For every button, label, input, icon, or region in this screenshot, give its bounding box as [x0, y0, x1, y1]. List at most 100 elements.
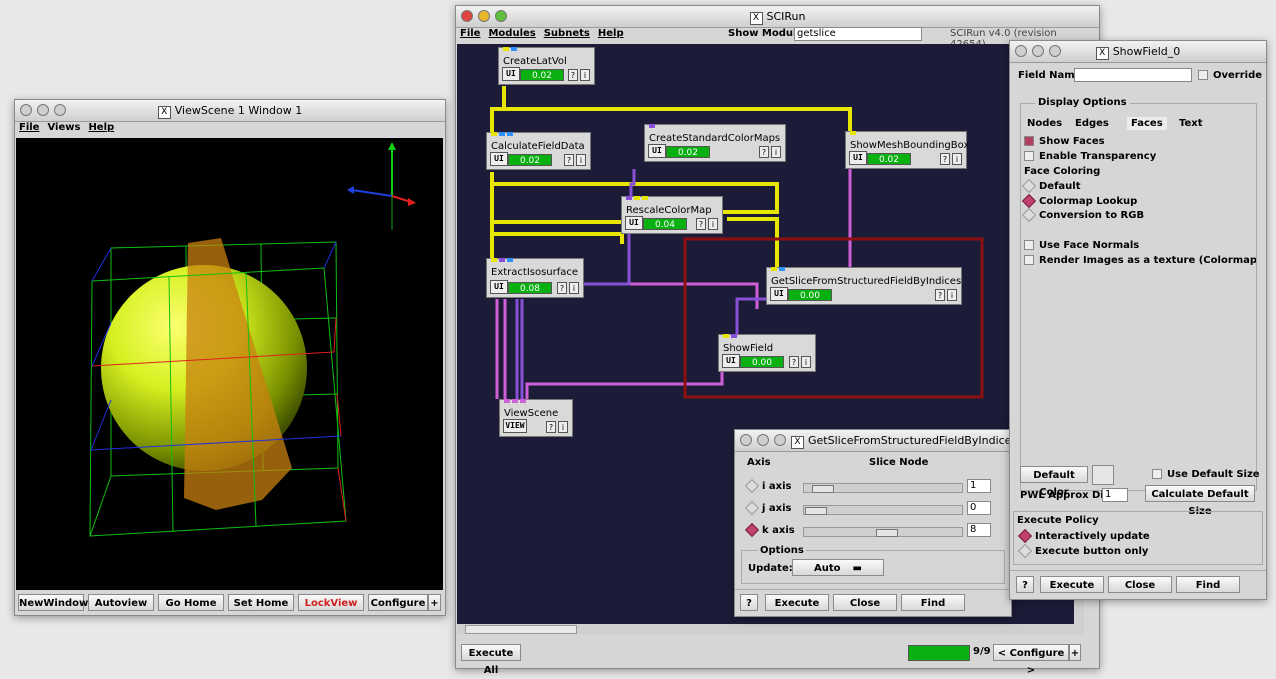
scrollbar-thumb[interactable]: [465, 625, 577, 634]
menu-subnets[interactable]: Subnets: [543, 28, 590, 39]
scirun-titlebar[interactable]: X SCIRun: [456, 6, 1099, 28]
render-images-checkbox[interactable]: Render Images as a texture (Colormap Onl…: [1024, 255, 1256, 266]
module-info-button[interactable]: i: [580, 69, 590, 81]
find-button[interactable]: Find: [1176, 576, 1240, 593]
module-view-scene[interactable]: ViewScene VIEW ? i: [499, 399, 573, 437]
slider-thumb[interactable]: [812, 485, 834, 493]
coloring-colormap-radio[interactable]: Colormap Lookup: [1021, 193, 1137, 209]
slice-value-i[interactable]: 1: [967, 479, 991, 493]
module-info-button[interactable]: i: [952, 153, 962, 165]
show-module-input[interactable]: getslice: [794, 27, 922, 41]
minimize-window-button[interactable]: [1032, 45, 1044, 57]
zoom-window-button[interactable]: [774, 434, 786, 446]
close-button[interactable]: Close: [833, 594, 897, 611]
module-create-standard-color-maps[interactable]: CreateStandardColorMaps UI 0.02 ? i: [644, 124, 786, 162]
menu-file[interactable]: File: [19, 122, 40, 133]
close-window-button[interactable]: [461, 10, 473, 22]
slider-thumb[interactable]: [876, 529, 898, 537]
module-show-mesh-bounding-box[interactable]: ShowMeshBoundingBox UI 0.02 ? i: [845, 131, 969, 169]
configure-button[interactable]: Configure: [368, 594, 428, 611]
tab-faces[interactable]: Faces: [1127, 117, 1167, 130]
render-viewport[interactable]: [16, 138, 443, 590]
viewscene-titlebar[interactable]: X ViewScene 1 Window 1: [15, 100, 445, 122]
minimize-window-button[interactable]: [37, 104, 49, 116]
module-ui-button[interactable]: UI: [849, 151, 867, 165]
module-help-button[interactable]: ?: [568, 69, 578, 81]
use-face-normals-checkbox[interactable]: Use Face Normals: [1024, 240, 1139, 251]
slider-thumb[interactable]: [805, 507, 827, 515]
show-faces-checkbox[interactable]: Show Faces: [1024, 136, 1105, 147]
module-rescale-color-map[interactable]: RescaleColorMap UI 0.04 ? i: [621, 196, 723, 234]
zoom-window-button[interactable]: [54, 104, 66, 116]
axis-radio-i[interactable]: [744, 478, 760, 494]
module-create-lat-vol[interactable]: CreateLatVol UI 0.02 ? i: [498, 47, 595, 85]
module-help-button[interactable]: ?: [759, 146, 769, 158]
coloring-default-radio[interactable]: Default: [1021, 178, 1081, 194]
module-info-button[interactable]: i: [947, 289, 957, 301]
menu-views[interactable]: Views: [47, 122, 81, 133]
close-window-button[interactable]: [1015, 45, 1027, 57]
menu-help[interactable]: Help: [597, 28, 624, 39]
configure-plus-button[interactable]: +: [428, 594, 441, 611]
slice-slider-k[interactable]: [803, 527, 963, 537]
find-button[interactable]: Find: [901, 594, 965, 611]
module-info-button[interactable]: i: [576, 154, 586, 166]
module-ui-button[interactable]: UI: [648, 144, 666, 158]
new-window-button[interactable]: NewWindow: [18, 594, 88, 611]
menu-file[interactable]: File: [460, 28, 481, 39]
pwl-input[interactable]: 1: [1102, 488, 1128, 502]
calculate-default-size-button[interactable]: Calculate Default Size: [1145, 485, 1255, 517]
lock-view-button[interactable]: LockView: [298, 594, 364, 611]
use-default-size-checkbox[interactable]: Use Default Size: [1152, 469, 1260, 480]
override-checkbox[interactable]: Override: [1198, 70, 1262, 81]
module-extract-isosurface[interactable]: ExtractIsosurface UI 0.08 ? i: [486, 258, 584, 298]
module-show-field[interactable]: ShowField UI 0.00 ? i: [718, 334, 816, 372]
close-button[interactable]: Close: [1108, 576, 1172, 593]
getslice-titlebar[interactable]: X GetSliceFromStructuredFieldByIndices_0: [735, 430, 1011, 452]
horizontal-scrollbar[interactable]: [457, 624, 1084, 634]
default-color-button[interactable]: Default Color: [1020, 466, 1088, 498]
autoview-button[interactable]: Autoview: [88, 594, 154, 611]
module-help-button[interactable]: ?: [696, 218, 706, 230]
zoom-window-button[interactable]: [495, 10, 507, 22]
configure-plus-button[interactable]: +: [1069, 644, 1081, 661]
policy-button-only-radio[interactable]: Execute button only: [1017, 543, 1148, 559]
close-window-button[interactable]: [20, 104, 32, 116]
module-get-slice[interactable]: GetSliceFromStructuredFieldByIndices UI …: [766, 267, 962, 305]
showfield-titlebar[interactable]: X ShowField_0: [1010, 41, 1266, 63]
help-button[interactable]: ?: [740, 594, 758, 611]
configure-button[interactable]: < Configure >: [993, 644, 1069, 676]
field-name-input[interactable]: [1074, 68, 1192, 82]
update-mode-select[interactable]: Auto ▬: [792, 559, 884, 576]
slice-slider-j[interactable]: [803, 505, 963, 515]
module-calculate-field-data[interactable]: CalculateFieldData UI 0.02 ? i: [486, 132, 591, 170]
module-help-button[interactable]: ?: [546, 421, 556, 433]
slice-value-k[interactable]: 8: [967, 523, 991, 537]
help-button[interactable]: ?: [1016, 576, 1034, 593]
minimize-window-button[interactable]: [478, 10, 490, 22]
axis-radio-j[interactable]: [744, 500, 760, 516]
module-ui-button[interactable]: UI: [625, 216, 643, 230]
execute-button[interactable]: Execute: [1040, 576, 1104, 593]
module-help-button[interactable]: ?: [940, 153, 950, 165]
default-color-swatch[interactable]: [1092, 465, 1114, 485]
execute-button[interactable]: Execute: [765, 594, 829, 611]
module-help-button[interactable]: ?: [935, 289, 945, 301]
policy-interactive-radio[interactable]: Interactively update: [1017, 528, 1150, 544]
module-ui-button[interactable]: UI: [722, 354, 740, 368]
tab-edges[interactable]: Edges: [1075, 118, 1109, 129]
module-info-button[interactable]: i: [569, 282, 579, 294]
enable-transparency-checkbox[interactable]: Enable Transparency: [1024, 151, 1156, 162]
close-window-button[interactable]: [740, 434, 752, 446]
module-info-button[interactable]: i: [708, 218, 718, 230]
module-help-button[interactable]: ?: [557, 282, 567, 294]
minimize-window-button[interactable]: [757, 434, 769, 446]
module-ui-button[interactable]: UI: [490, 152, 508, 166]
coloring-rgb-radio[interactable]: Conversion to RGB: [1021, 207, 1144, 223]
module-info-button[interactable]: i: [771, 146, 781, 158]
tab-text[interactable]: Text: [1179, 118, 1203, 129]
tab-nodes[interactable]: Nodes: [1027, 118, 1063, 129]
module-ui-button[interactable]: UI: [490, 280, 508, 294]
module-ui-button[interactable]: UI: [502, 67, 520, 81]
go-home-button[interactable]: Go Home: [158, 594, 224, 611]
